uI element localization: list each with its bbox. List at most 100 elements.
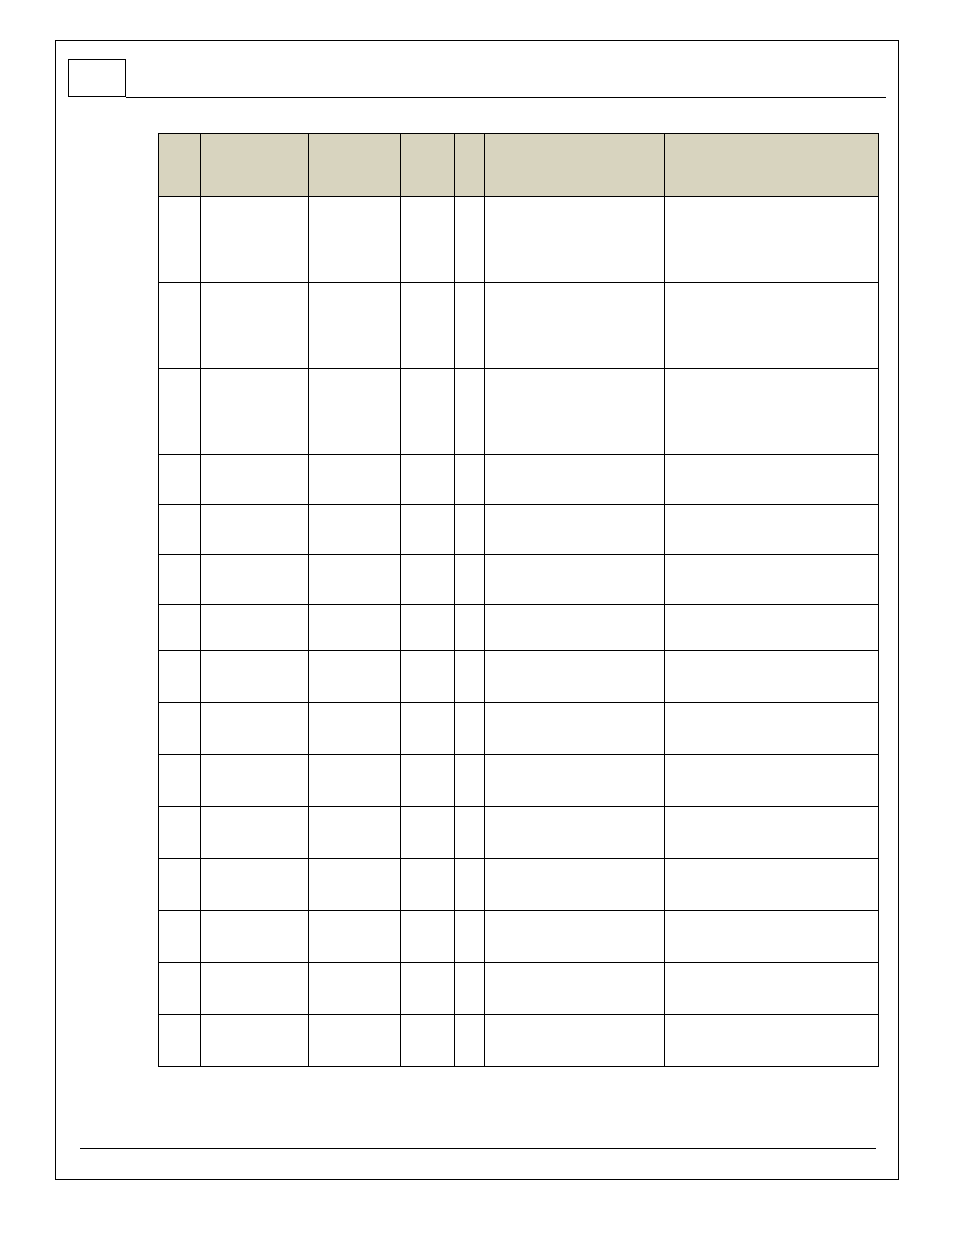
col-header xyxy=(401,134,455,197)
table-row xyxy=(159,605,879,651)
table-cell xyxy=(309,703,401,755)
table-cell xyxy=(401,369,455,455)
table-cell xyxy=(455,755,485,807)
table-cell xyxy=(485,369,665,455)
table-cell xyxy=(401,963,455,1015)
table-cell xyxy=(455,283,485,369)
table-header xyxy=(159,134,879,197)
col-header xyxy=(309,134,401,197)
table-row xyxy=(159,455,879,505)
row-color-swatch xyxy=(159,605,201,651)
table-cell xyxy=(201,1015,309,1067)
table-cell xyxy=(455,859,485,911)
table-cell xyxy=(309,755,401,807)
table-cell xyxy=(485,455,665,505)
table-cell xyxy=(201,605,309,651)
table-cell xyxy=(665,859,879,911)
table-cell xyxy=(455,197,485,283)
table-row xyxy=(159,369,879,455)
table-cell xyxy=(309,1015,401,1067)
table-cell xyxy=(485,911,665,963)
row-color-swatch xyxy=(159,651,201,703)
row-color-swatch xyxy=(159,283,201,369)
table-cell xyxy=(201,197,309,283)
table-body xyxy=(159,197,879,1067)
table-cell xyxy=(201,505,309,555)
header-rule xyxy=(126,97,886,98)
table-cell xyxy=(201,369,309,455)
data-table xyxy=(158,133,879,1067)
table-cell xyxy=(201,555,309,605)
table-cell xyxy=(665,505,879,555)
header-tab-box xyxy=(68,59,126,97)
table-cell xyxy=(201,963,309,1015)
table-cell xyxy=(309,555,401,605)
table-cell xyxy=(455,807,485,859)
table-cell xyxy=(401,911,455,963)
table-container xyxy=(158,133,878,1067)
table-cell xyxy=(309,859,401,911)
table-row xyxy=(159,911,879,963)
table-cell xyxy=(485,755,665,807)
table-cell xyxy=(455,505,485,555)
table-cell xyxy=(665,555,879,605)
row-color-swatch xyxy=(159,1015,201,1067)
table-cell xyxy=(401,283,455,369)
table-cell xyxy=(485,555,665,605)
table-cell xyxy=(309,369,401,455)
table-cell xyxy=(455,703,485,755)
table-cell xyxy=(665,455,879,505)
col-header xyxy=(665,134,879,197)
table-cell xyxy=(665,963,879,1015)
table-cell xyxy=(401,807,455,859)
row-color-swatch xyxy=(159,197,201,283)
row-color-swatch xyxy=(159,455,201,505)
row-color-swatch xyxy=(159,555,201,605)
table-cell xyxy=(485,651,665,703)
row-color-swatch xyxy=(159,807,201,859)
col-header xyxy=(485,134,665,197)
table-cell xyxy=(309,605,401,651)
table-cell xyxy=(201,911,309,963)
table-cell xyxy=(455,369,485,455)
table-cell xyxy=(485,963,665,1015)
table-cell xyxy=(485,807,665,859)
table-cell xyxy=(665,911,879,963)
table-cell xyxy=(485,605,665,651)
table-cell xyxy=(201,651,309,703)
table-cell xyxy=(401,1015,455,1067)
table-cell xyxy=(201,755,309,807)
table-cell xyxy=(665,197,879,283)
table-cell xyxy=(665,807,879,859)
table-cell xyxy=(665,1015,879,1067)
table-cell xyxy=(665,283,879,369)
col-header xyxy=(455,134,485,197)
table-row xyxy=(159,651,879,703)
table-cell xyxy=(401,555,455,605)
table-cell xyxy=(201,703,309,755)
col-header xyxy=(201,134,309,197)
page-frame xyxy=(55,40,899,1180)
table-cell xyxy=(401,197,455,283)
table-row xyxy=(159,555,879,605)
table-cell xyxy=(201,859,309,911)
table-row xyxy=(159,283,879,369)
table-cell xyxy=(455,455,485,505)
table-cell xyxy=(455,555,485,605)
table-cell xyxy=(485,859,665,911)
footer-rule xyxy=(80,1148,876,1149)
table-cell xyxy=(309,963,401,1015)
table-cell xyxy=(401,703,455,755)
table-cell xyxy=(309,651,401,703)
table-row xyxy=(159,755,879,807)
table-cell xyxy=(485,283,665,369)
row-color-swatch xyxy=(159,911,201,963)
table-cell xyxy=(665,703,879,755)
table-cell xyxy=(401,455,455,505)
row-color-swatch xyxy=(159,963,201,1015)
table-cell xyxy=(201,455,309,505)
row-color-swatch xyxy=(159,703,201,755)
table-cell xyxy=(401,605,455,651)
table-cell xyxy=(201,283,309,369)
table-row xyxy=(159,859,879,911)
